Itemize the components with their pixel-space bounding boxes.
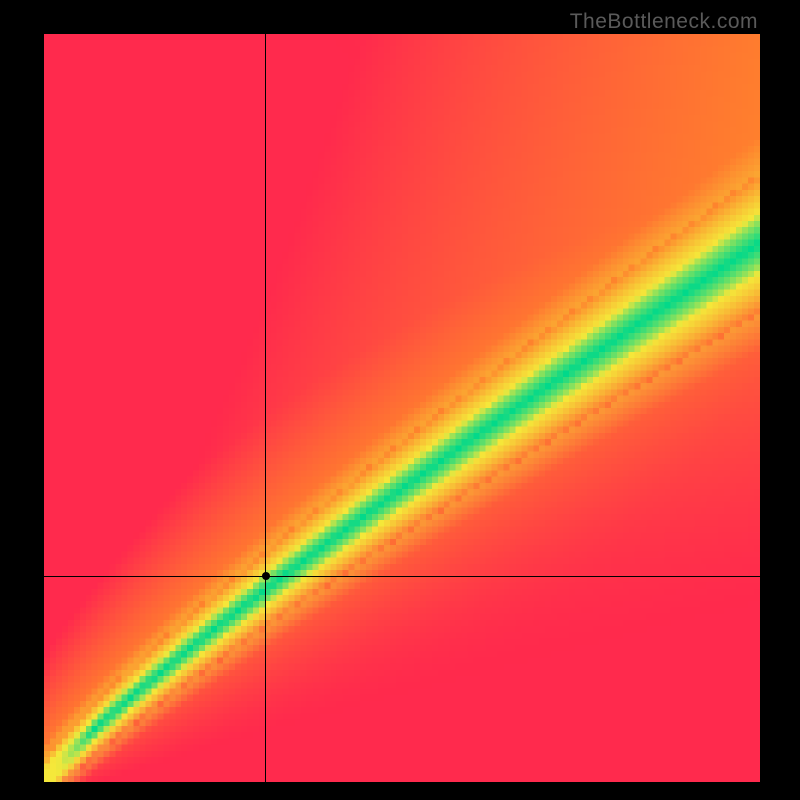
watermark-text: TheBottleneck.com	[570, 10, 758, 34]
chart-container: { "watermark": { "text": "TheBottleneck.…	[0, 0, 800, 800]
crosshair-vertical	[265, 34, 266, 782]
heatmap-plot-area	[44, 34, 760, 782]
crosshair-horizontal	[44, 576, 760, 577]
heatmap-canvas	[44, 34, 760, 782]
